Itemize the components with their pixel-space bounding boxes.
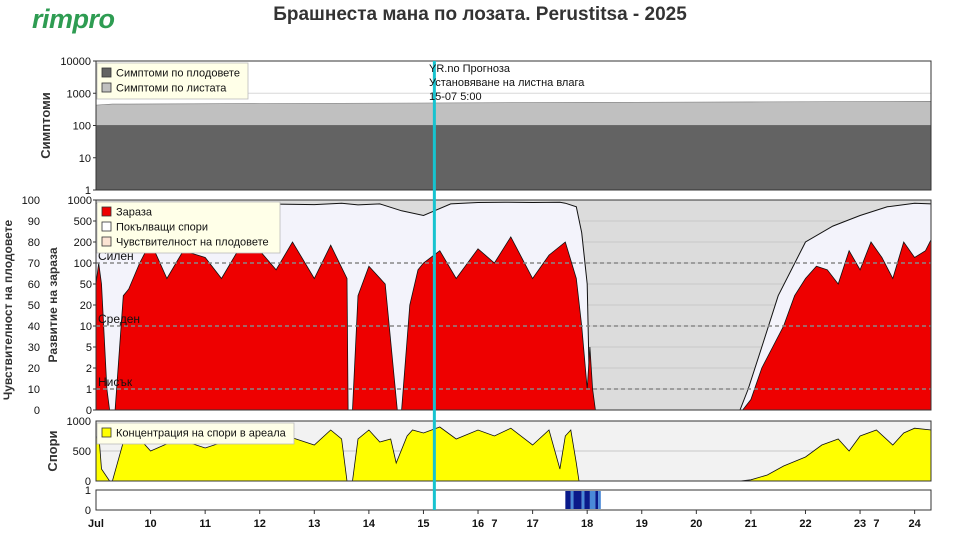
forecast-note-line1: YR.no Прогноза — [429, 63, 511, 75]
symptoms-ytick-label: 10 — [79, 153, 91, 165]
symptoms-legend-swatch — [101, 82, 112, 93]
symptoms-ytick-label: 10000 — [60, 56, 91, 68]
fruit-symptoms-area — [95, 125, 932, 191]
infection-right-ylabel: Развитие на зараза — [46, 247, 60, 362]
page-title: Брашнеста мана по лозата. Perustitsa - 2… — [273, 4, 687, 25]
infection-legend-label: Зараза — [116, 207, 153, 219]
infection-right-ytick-label: 20 — [80, 300, 92, 312]
infection-right-ytick-label: 50 — [80, 279, 92, 291]
infection-legend-box — [96, 201, 281, 254]
leaf-wetness-bar — [573, 491, 582, 509]
infection-left-ytick-label: 40 — [28, 321, 40, 333]
infection-left-ytick-label: 60 — [28, 279, 40, 291]
spores-legend-box — [96, 422, 295, 445]
leaf-wetness-bar — [595, 491, 599, 509]
spores-frame — [95, 420, 932, 482]
infection-right-ytick-label: 10 — [80, 321, 92, 333]
infection-left-ytick-label: 90 — [28, 216, 40, 228]
leaf-wetness-panel: 01 — [85, 485, 932, 517]
symptoms-ytick-label: 1000 — [67, 88, 91, 100]
x-axis: Jul 10 11 12 13 14 15 16 17 18 19 20 21 22 23 24 7 7 — [88, 510, 922, 530]
infection-panel: СиленСреденНисък010203040506070809010001… — [1, 195, 932, 417]
x-tick-label: 20 — [690, 518, 702, 530]
infection-legend-swatch — [101, 206, 112, 217]
x-tick-label: 13 — [308, 518, 320, 530]
leaf-wetness-bar — [565, 491, 571, 509]
spores-legend-swatch — [101, 427, 112, 438]
x-tick-label: 18 — [581, 518, 593, 530]
risk-level-label: Нисък — [98, 375, 133, 389]
spores-ytick-label: 1000 — [67, 416, 91, 428]
spores-ytick-label: 500 — [73, 446, 91, 458]
leaf-wetness-bar — [581, 491, 585, 509]
symptoms-legend-swatch — [101, 67, 112, 78]
x-tick-label: 17 — [526, 518, 538, 530]
infection-legend-label: Чувствителност на плодовете — [116, 237, 269, 249]
spore-concentration-area — [95, 426, 932, 482]
spores-legend-label: Концентрация на спори в ареала — [116, 428, 287, 440]
infection-left-ytick-label: 100 — [22, 195, 40, 207]
leaf-wetness-bar — [598, 491, 601, 509]
x-tick-label: 24 — [909, 518, 922, 530]
leaf-wetness-bar — [589, 491, 596, 509]
infection-legend-swatch — [101, 236, 112, 247]
leaf-wetness-bar — [570, 491, 574, 509]
symptoms-ylabel: Симптоми — [38, 92, 53, 158]
infection-right-ytick-label: 1 — [86, 384, 92, 396]
x-tick-label: 14 — [363, 518, 376, 530]
x-tick-label: 21 — [745, 518, 757, 530]
infection-right-ytick-label: 100 — [74, 258, 92, 270]
symptoms-panel: 1 10 100 1000 10000 Симптоми — [38, 56, 932, 197]
infection-right-ytick-label: 200 — [74, 237, 92, 249]
x-secondary-label: 7 — [491, 518, 497, 530]
forecast-note-line3: 15-07 5:00 — [429, 91, 482, 103]
x-tick-label: 10 — [144, 518, 156, 530]
wetness-frame — [95, 489, 932, 511]
x-tick-label: 23 — [854, 518, 866, 530]
infection-left-ytick-label: 0 — [34, 405, 40, 417]
x-tick-label: 19 — [636, 518, 648, 530]
forecast-note: YR.no Прогноза Установяване на листна вл… — [429, 63, 585, 103]
spores-ylabel: Спори — [45, 430, 60, 471]
x-tick-label: Jul — [88, 518, 104, 530]
risk-level-label: Среден — [98, 312, 140, 326]
infection-left-ytick-label: 50 — [28, 300, 40, 312]
forecast-note-line2: Установяване на листна влага — [429, 77, 585, 89]
x-secondary-label: 7 — [873, 518, 879, 530]
infection-left-ytick-label: 70 — [28, 258, 40, 270]
x-tick-label: 22 — [799, 518, 811, 530]
x-tick-label: 12 — [254, 518, 266, 530]
symptoms-legend-label: Симптоми по плодовете — [116, 68, 240, 80]
infection-legend-label: Покълващи спори — [116, 222, 208, 234]
rimpro-logo: rimpro — [32, 4, 115, 34]
symptoms-legend-box — [96, 62, 249, 100]
wetness-ytick-label: 1 — [85, 485, 91, 497]
x-tick-label: 11 — [199, 518, 211, 530]
infection-right-ytick-label: 5 — [86, 342, 92, 354]
symptoms-ytick-label: 100 — [73, 121, 91, 133]
symptoms-ytick-label: 1 — [85, 185, 91, 197]
x-tick-label: 16 — [472, 518, 484, 530]
infection-left-ytick-label: 10 — [28, 384, 40, 396]
infection-right-ytick-label: 500 — [74, 216, 92, 228]
spores-ytick-label: 0 — [85, 476, 91, 488]
infection-right-ytick-label: 2 — [86, 363, 92, 375]
infection-left-ytick-label: 80 — [28, 237, 40, 249]
infection-left-ytick-label: 20 — [28, 363, 40, 375]
legends: Симптоми по плодовете Симптоми по листата… — [96, 62, 295, 445]
wetness-ytick-label: 0 — [85, 505, 91, 517]
infection-legend-swatch — [101, 221, 112, 232]
leaf-wetness-bar — [584, 491, 590, 509]
x-tick-label: 15 — [417, 518, 429, 530]
infection-left-ytick-label: 30 — [28, 342, 40, 354]
symptoms-legend-label: Симптоми по листата — [116, 83, 227, 95]
infection-left-ylabel: Чувствителност на плодовете — [1, 220, 15, 401]
infection-right-ytick-label: 0 — [86, 405, 92, 417]
infection-right-ytick-label: 1000 — [68, 195, 92, 207]
